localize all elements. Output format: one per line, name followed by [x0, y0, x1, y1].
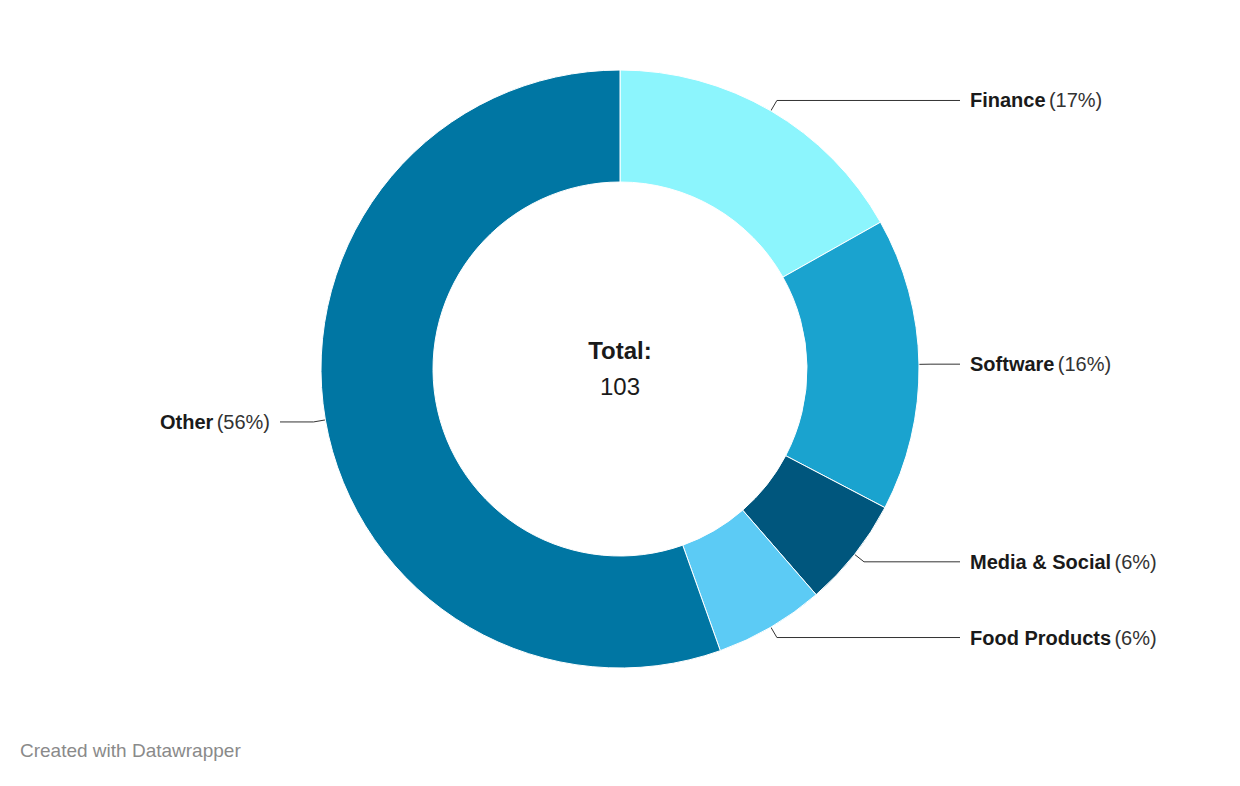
svg-text:Food Products: Food Products: [970, 627, 1111, 649]
svg-text:(6%): (6%): [1114, 551, 1156, 573]
svg-text:Created with Datawrapper: Created with Datawrapper: [20, 740, 241, 761]
svg-text:(17%): (17%): [1049, 89, 1102, 111]
svg-text:Finance: Finance: [970, 89, 1046, 111]
svg-text:(16%): (16%): [1058, 353, 1111, 375]
svg-text:Other: Other: [160, 411, 214, 433]
svg-text:Total:: Total:: [588, 337, 652, 364]
svg-text:(6%): (6%): [1114, 627, 1156, 649]
svg-text:Software: Software: [970, 353, 1054, 375]
svg-text:Media & Social: Media & Social: [970, 551, 1111, 573]
svg-text:103: 103: [600, 373, 640, 400]
svg-text:(56%): (56%): [217, 411, 270, 433]
